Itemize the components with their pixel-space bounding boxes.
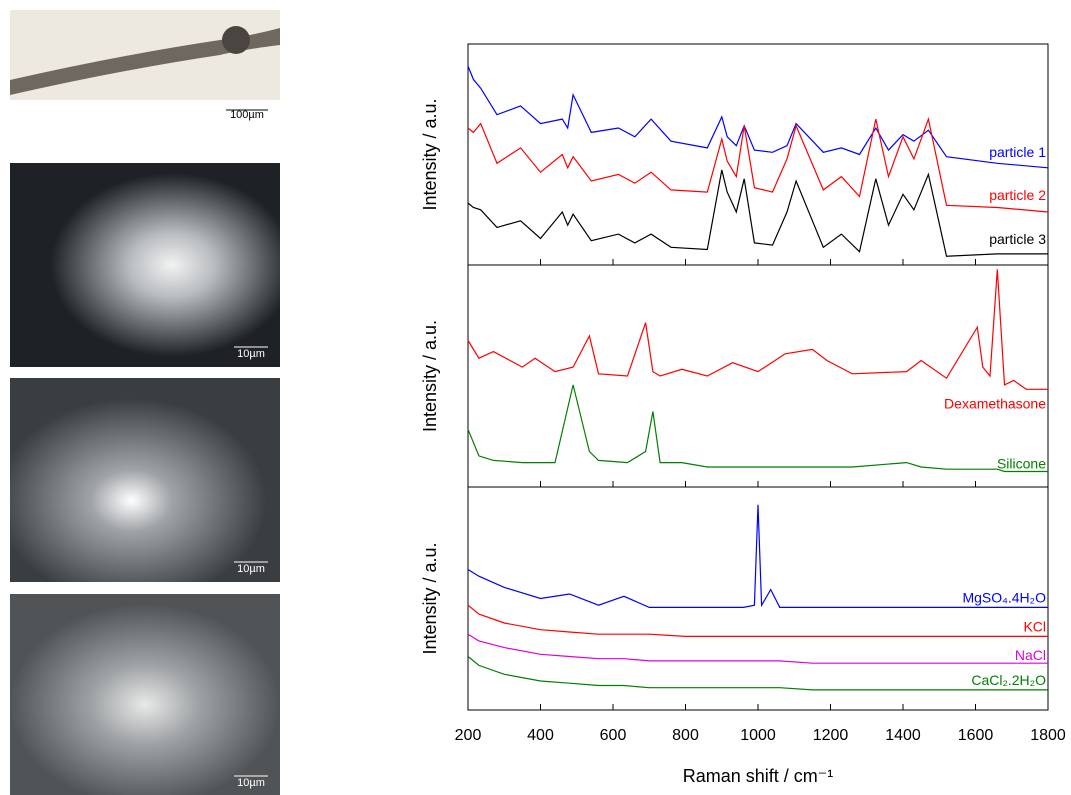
knot xyxy=(222,26,250,54)
x-tick-label: 400 xyxy=(527,727,554,744)
scale-label: 10µm xyxy=(237,777,265,789)
scale-label: 100µm xyxy=(230,109,264,121)
spectrum xyxy=(467,384,1048,473)
spectrum xyxy=(467,656,1048,691)
x-tick-label: 1000 xyxy=(740,727,776,744)
x-tick-label: 1400 xyxy=(885,727,921,744)
y-axis-title: Intensity / a.u. xyxy=(420,320,440,432)
spectrum xyxy=(467,604,1048,637)
spectrum xyxy=(467,116,1049,213)
x-tick-label: 600 xyxy=(600,727,627,744)
x-axis-title: Raman shift / cm⁻¹ xyxy=(683,766,834,786)
legend-label: Silicone xyxy=(997,455,1046,471)
x-tick-label: 800 xyxy=(672,727,699,744)
legend-label: particle 3 xyxy=(989,231,1046,247)
x-tick-label: 200 xyxy=(455,727,482,744)
photo xyxy=(10,594,280,795)
spectrum xyxy=(467,633,1048,664)
photo xyxy=(10,163,280,367)
legend-label: particle 2 xyxy=(989,187,1046,203)
spectrum xyxy=(467,269,1048,390)
spectrum xyxy=(467,65,1049,169)
spectrum xyxy=(467,504,1048,608)
legend-label: NaCl xyxy=(1015,647,1046,663)
photo xyxy=(10,378,280,582)
legend-label: particle 1 xyxy=(989,144,1046,160)
micrographs: 100µm 10µm 10µm 10µm xyxy=(10,10,280,795)
y-axis-title: Intensity / a.u. xyxy=(420,542,440,654)
x-tick-label: 1200 xyxy=(813,727,849,744)
plot-frame xyxy=(467,43,1049,711)
scale-label: 10µm xyxy=(237,348,265,360)
legend-label: Dexamethasone xyxy=(944,395,1046,411)
spectrum xyxy=(467,169,1048,257)
x-tick-label: 1600 xyxy=(958,727,994,744)
x-tick-label: 1800 xyxy=(1030,727,1066,744)
scale-label: 10µm xyxy=(237,563,265,575)
y-axis-title: Intensity / a.u. xyxy=(420,98,440,210)
legend-label: CaCl₂.2H₂O xyxy=(971,672,1046,688)
legend-label: KCl xyxy=(1023,618,1046,634)
legend-label: MgSO₄.4H₂O xyxy=(962,589,1046,605)
fiber xyxy=(10,28,280,95)
